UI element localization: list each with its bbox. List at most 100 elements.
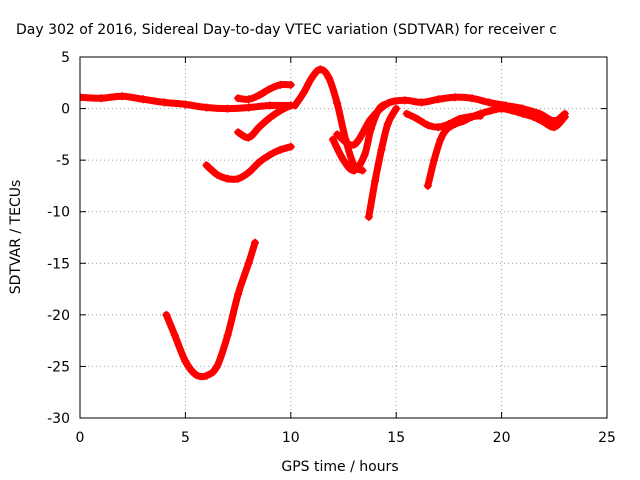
data-point — [436, 135, 445, 144]
data-point — [550, 123, 559, 132]
data-point — [400, 96, 409, 105]
series-line-arc-5 — [234, 81, 295, 103]
data-point — [213, 362, 222, 371]
data-point — [383, 99, 392, 108]
data-point — [413, 114, 422, 123]
data-point — [468, 94, 477, 103]
x-tick-label: 0 — [76, 430, 85, 446]
data-point — [255, 158, 264, 167]
data-series-group — [80, 65, 569, 381]
x-tick-labels: 0 5 10 15 20 25 — [76, 430, 616, 446]
series-arc-6 — [291, 65, 367, 175]
data-point — [328, 135, 337, 144]
series-arc-4 — [234, 101, 295, 142]
data-point — [539, 117, 548, 126]
series-arc-11 — [402, 109, 485, 132]
data-point — [265, 150, 274, 159]
data-point — [97, 94, 106, 103]
data-point — [202, 161, 211, 170]
data-point — [244, 133, 253, 142]
series-arc-2 — [162, 238, 259, 381]
data-point — [316, 65, 325, 74]
data-point — [255, 91, 264, 100]
data-point — [487, 106, 496, 115]
data-point — [434, 95, 443, 104]
y-axis-label: SDTVAR / TECUs — [8, 180, 24, 295]
data-point — [244, 168, 253, 177]
data-point — [529, 112, 538, 121]
data-point — [465, 112, 474, 121]
data-point — [333, 130, 342, 139]
data-point — [250, 238, 259, 247]
data-point — [299, 89, 308, 98]
data-point — [350, 166, 359, 175]
data-point — [377, 145, 386, 154]
series-arc-9 — [333, 93, 569, 149]
data-point — [234, 128, 243, 137]
data-point — [162, 310, 171, 319]
data-point — [497, 104, 506, 113]
y-tick-labels: 5 0 -5 -10 -15 -20 -25 -30 — [47, 50, 70, 427]
data-point — [244, 95, 253, 104]
data-point — [276, 145, 285, 154]
data-point — [170, 331, 179, 340]
data-point — [423, 181, 432, 190]
data-point — [265, 84, 274, 93]
data-point — [560, 112, 569, 121]
data-point — [360, 150, 369, 159]
series-arc-3 — [202, 142, 295, 183]
data-point — [451, 93, 460, 102]
y-tick-label: -10 — [47, 205, 70, 221]
data-point — [276, 80, 285, 89]
data-point — [307, 73, 316, 82]
y-tick-label: 5 — [61, 50, 70, 66]
data-point — [234, 290, 243, 299]
data-point — [430, 156, 439, 165]
data-point — [518, 109, 527, 118]
data-point — [244, 103, 253, 112]
y-tick-label: -15 — [47, 256, 70, 272]
x-axis-label: GPS time / hours — [281, 459, 398, 475]
series-arc-5 — [234, 80, 295, 104]
data-point — [417, 98, 426, 107]
y-tick-label: -25 — [47, 359, 70, 375]
x-tick-label: 5 — [181, 430, 190, 446]
x-tick-label: 10 — [282, 430, 300, 446]
data-point — [244, 259, 253, 268]
data-point — [80, 93, 84, 102]
data-point — [223, 331, 232, 340]
data-point — [392, 104, 401, 113]
data-point — [402, 109, 411, 118]
x-tick-label: 20 — [493, 430, 511, 446]
series-line-arc-6 — [291, 65, 366, 174]
data-point — [265, 101, 274, 110]
data-point — [223, 104, 232, 113]
data-point — [350, 140, 359, 149]
data-point — [202, 371, 211, 380]
series-arc-8 — [364, 104, 401, 221]
data-point — [286, 142, 295, 151]
y-tick-label: -5 — [56, 153, 70, 169]
data-point — [191, 370, 200, 379]
chart-title: Day 302 of 2016, Sidereal Day-to-day VTE… — [16, 22, 557, 38]
data-point — [286, 80, 295, 89]
data-point — [181, 357, 190, 366]
data-point — [181, 100, 190, 109]
data-point — [371, 176, 380, 185]
data-point — [324, 73, 333, 82]
data-point — [476, 111, 485, 120]
data-point — [423, 121, 432, 130]
y-tick-label: 0 — [61, 102, 70, 118]
data-point — [383, 120, 392, 129]
data-point — [234, 94, 243, 103]
data-point — [508, 106, 517, 115]
data-point — [234, 174, 243, 183]
series-line-arc-2 — [162, 239, 259, 381]
data-point — [455, 114, 464, 123]
series-line-arc-10 — [424, 105, 569, 190]
y-tick-label: -20 — [47, 308, 70, 324]
data-point — [291, 101, 300, 110]
data-point — [202, 103, 211, 112]
data-point — [333, 99, 342, 108]
